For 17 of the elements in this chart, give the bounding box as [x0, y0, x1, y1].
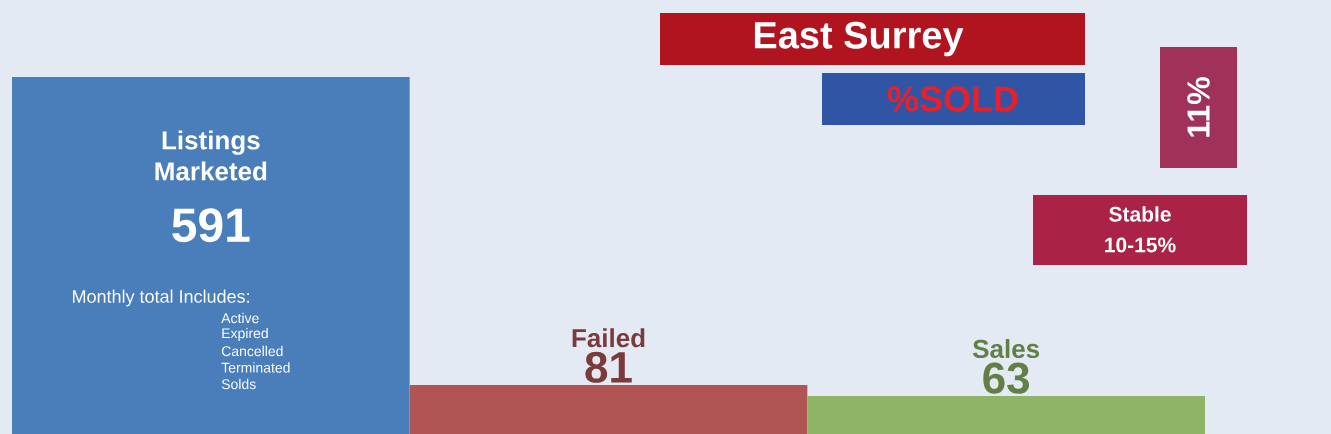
annotation: 10-15%	[1105, 237, 1176, 253]
annotation: Active	[221, 312, 259, 324]
x-tick-label: Failed	[572, 328, 645, 348]
annotation: 11%	[1187, 77, 1210, 137]
x-tick-label: Listings Marketed	[155, 130, 267, 181]
annotation: %SOLD	[887, 86, 1018, 112]
data-label: 63	[983, 362, 1030, 394]
annotation: Stable	[1109, 206, 1171, 222]
x-tick-label: Sales	[972, 339, 1040, 359]
annotation: Monthly total Includes:	[73, 289, 249, 307]
text: East Surrey	[754, 21, 964, 57]
annotation: Expired	[222, 327, 268, 342]
annotation: Cancelled	[221, 345, 283, 357]
annotation: Solds	[221, 378, 256, 390]
data-label: 81	[585, 351, 632, 383]
data-label: 591	[172, 208, 250, 243]
annotation: Terminated	[221, 362, 290, 373]
